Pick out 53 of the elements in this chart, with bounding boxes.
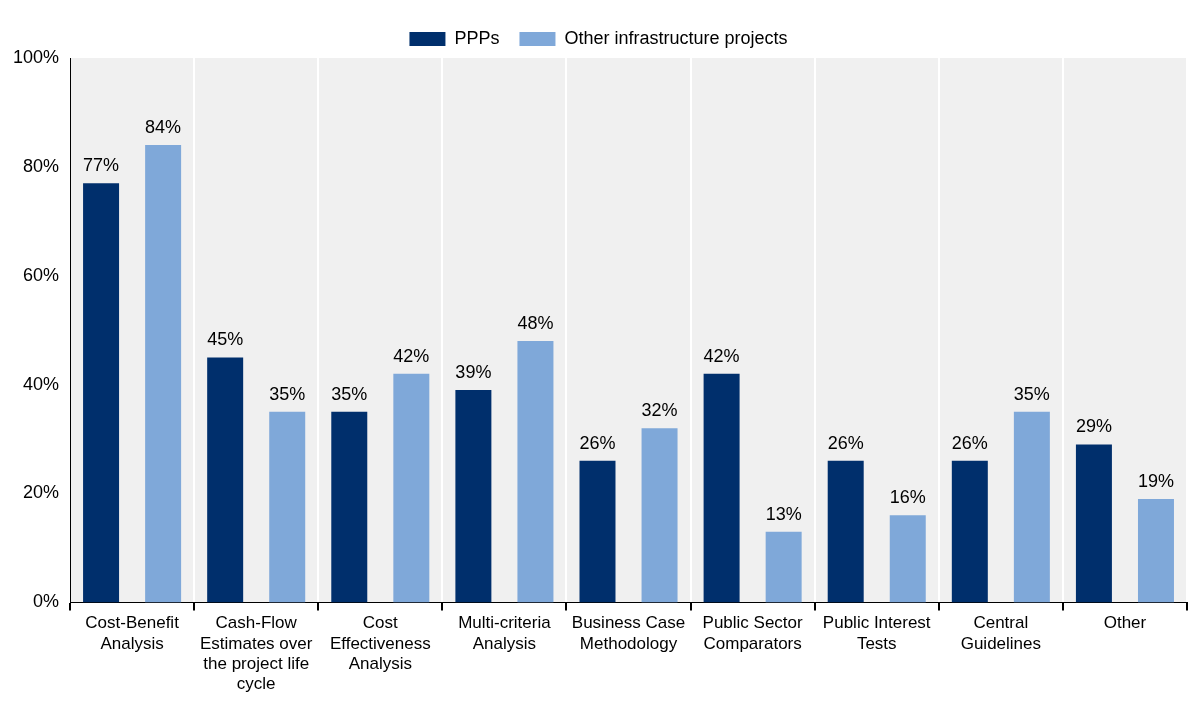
data-label: 16% [889,487,926,508]
data-label: 19% [1137,470,1174,491]
y-tick-label: 0% [33,591,60,612]
bar [1075,444,1112,603]
bar [765,531,802,603]
x-tick-label: Public Interest Tests [822,613,931,653]
data-label: 32% [641,400,678,421]
data-label: 35% [1013,383,1050,404]
bar [455,390,492,603]
bar [83,183,120,603]
bar [1137,498,1174,603]
x-tick-label: Other [1103,613,1147,633]
bar [517,341,554,603]
bar [393,373,430,603]
x-tick-label: Business Case Methodology [571,613,686,653]
bar [331,411,368,603]
x-tick-label: Cash-Flow Estimates over the project life cycle [199,613,313,694]
bar [827,460,864,603]
data-label: 42% [703,345,740,366]
x-tick-label: Cost Effectiveness Analysis [329,613,431,674]
legend-label: Other infrastructure projects [564,27,788,48]
data-label: 26% [827,432,864,453]
data-label: 48% [517,313,554,334]
data-label: 13% [765,503,802,524]
data-label: 84% [145,117,182,138]
y-tick-label: 20% [23,482,60,503]
bar [703,373,740,603]
y-tick-label: 80% [23,155,60,176]
data-label: 26% [579,432,616,453]
bar [579,460,616,603]
x-tick-label: Public Sector Comparators [702,613,804,653]
bar [1013,411,1050,603]
data-label: 45% [207,329,244,350]
data-label: 35% [269,383,306,404]
bar [207,357,244,603]
x-tick-label: Multi-criteria Analysis [458,613,552,653]
x-tick-label: Central Guidelines [960,613,1041,653]
x-tick-label: Cost-Benefit Analysis [85,613,180,653]
data-label: 77% [83,155,120,176]
bar [951,460,988,603]
bar [889,515,926,603]
bar [145,145,182,603]
data-label: 29% [1075,416,1112,437]
legend-label: PPPs [454,27,500,48]
bar [269,411,306,603]
data-label: 42% [393,345,430,366]
y-tick-label: 40% [23,373,60,394]
data-label: 35% [331,383,368,404]
y-tick-label: 60% [23,264,60,285]
data-label: 39% [455,362,492,383]
bar [641,428,678,603]
y-tick-label: 100% [12,46,60,67]
data-label: 26% [951,432,988,453]
